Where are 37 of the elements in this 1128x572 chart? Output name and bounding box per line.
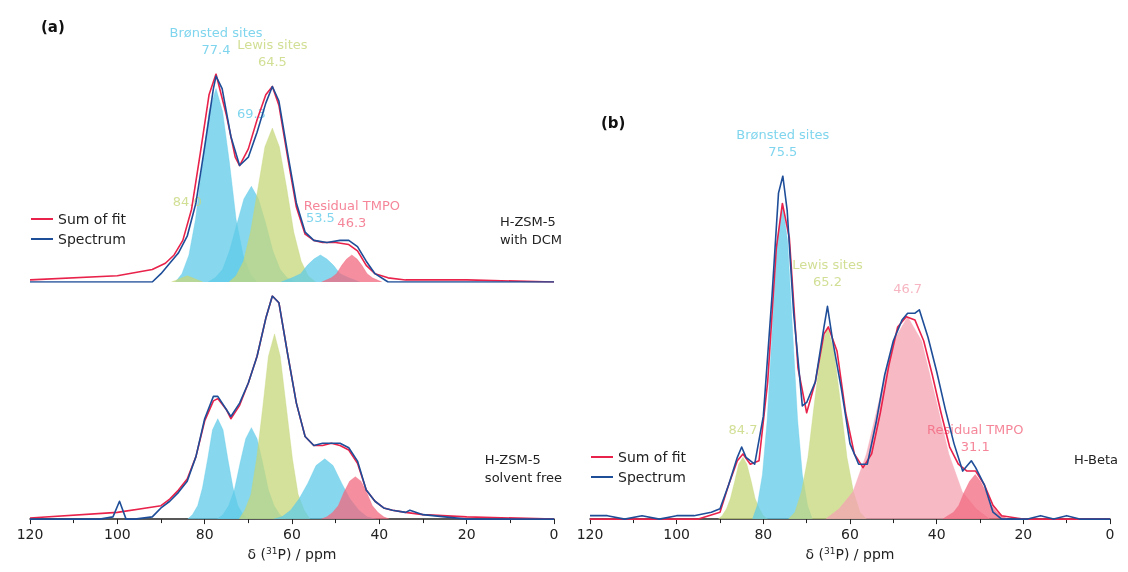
annotation: H-Beta [1074,451,1118,467]
x-tick-label: 80 [195,526,214,543]
x-tick-label: 40 [370,526,389,543]
annotation: Brønsted sites [736,127,830,142]
annotation: 77.4 [201,42,231,57]
x-tick-label: 0 [549,526,559,543]
x-tick-label: 100 [663,526,691,543]
annotation: 46.7 [893,281,923,297]
x-tick-label: 40 [927,526,946,543]
annotation: 84.7 [728,421,758,437]
annotation: 31.1 [960,439,990,455]
x-tick-label: 80 [754,526,773,543]
annotation: 65.2 [812,274,842,290]
x-tick-label: 100 [103,526,131,543]
annotation: Residual TMPO [303,197,400,213]
annotation: Brønsted sites [169,25,263,40]
x-tick-label: 0 [1105,526,1115,543]
legend-label: Spectrum [58,231,126,247]
legend-label: Sum of fit [618,449,687,465]
chart-title: (b) [601,113,626,132]
annotation: Lewis sites [792,257,863,273]
annotation: H-ZSM-5 solvent free [484,451,563,485]
annotation: 46.3 [337,214,367,230]
annotation: 53.5 [305,210,335,226]
legend-label: Sum of fit [58,211,127,227]
x-tick-label: 20 [457,526,476,543]
annotation: H-ZSM-5 with DCM [499,213,563,247]
x-tick-label: 120 [576,526,604,543]
annotation: Lewis sites [237,37,308,53]
x-tick-label: 60 [283,526,301,543]
legend-label: Spectrum [618,469,686,485]
annotation: 75.5 [768,144,798,159]
x-tick-label: 60 [841,526,859,543]
chart-title: (a) [41,17,65,36]
x-tick-label: 20 [1014,526,1033,543]
x-tick-label: 120 [16,526,44,543]
annotation: 64.5 [257,54,287,70]
